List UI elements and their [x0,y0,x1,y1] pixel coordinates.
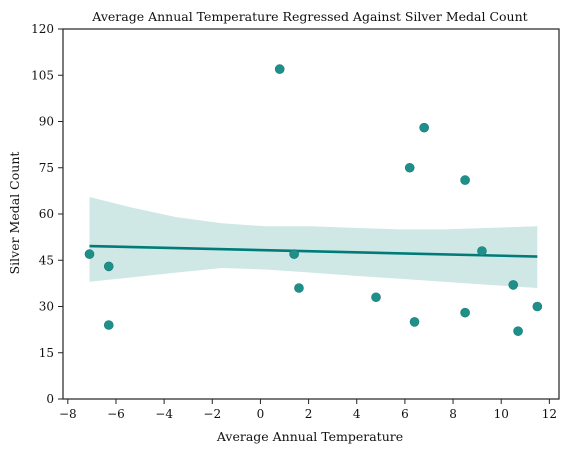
x-tick-label: 4 [353,407,361,421]
data-point [477,246,487,256]
x-tick-label: 2 [305,407,313,421]
x-tick-label: −8 [59,407,77,421]
data-point [419,122,429,133]
data-point [371,292,381,303]
data-point [513,326,523,336]
x-tick-label: 8 [449,407,457,421]
data-point [103,320,114,330]
data-point [103,261,114,272]
y-tick-label: 75 [39,161,54,175]
confidence-band [89,197,538,288]
y-tick-label: 45 [39,253,54,267]
data-point [409,317,420,327]
y-tick-label: 105 [31,68,54,82]
data-point [84,249,95,259]
y-tick-label: 90 [39,115,54,129]
x-tick-label: −4 [155,407,173,421]
x-tick-label: 10 [494,407,509,421]
data-point [508,280,519,290]
y-tick-label: 30 [39,300,54,314]
data-point [274,64,285,74]
y-tick-label: 15 [39,346,54,360]
x-tick-label: −6 [107,407,125,421]
y-tick-label: 120 [31,22,54,36]
y-tick-label: 60 [39,207,54,221]
x-tick-label: −2 [203,407,221,421]
data-point [404,162,415,173]
data-point [294,283,304,293]
x-tick-label: 12 [542,407,557,421]
data-point [460,175,470,185]
data-point [460,307,470,318]
x-tick-label: 6 [401,407,409,421]
chart-title: Average Annual Temperature Regressed Aga… [91,9,527,24]
regression-line [89,244,538,258]
x-tick-label: 0 [257,407,265,421]
y-tick-label: 0 [46,392,54,406]
y-axis-label: Silver Medal Count [7,152,22,275]
data-point [289,249,299,259]
x-axis-label: Average Annual Temperature [216,429,403,444]
data-point [532,301,543,312]
